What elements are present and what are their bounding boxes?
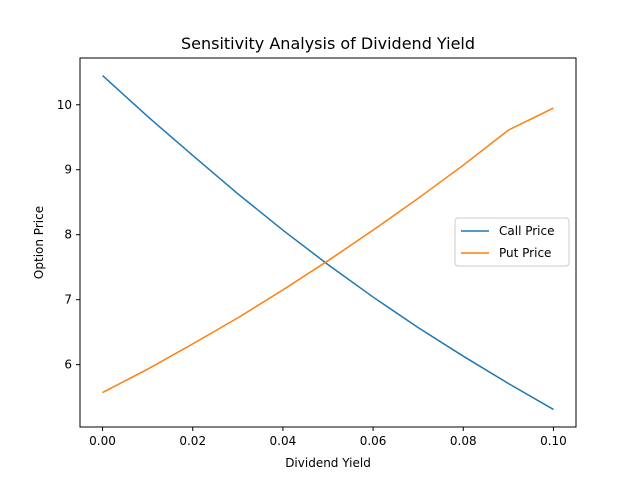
y-tick-label: 9 [64, 163, 72, 177]
x-axis-label: Dividend Yield [285, 456, 371, 470]
legend: Call Price Put Price [454, 217, 570, 267]
y-tick-label: 7 [64, 293, 72, 307]
y-tick-label: 10 [57, 98, 72, 112]
y-tick-label: 8 [64, 228, 72, 242]
y-tick-label: 6 [64, 358, 72, 372]
series-line-put-price [102, 107, 554, 394]
x-tick-label: 0.10 [540, 434, 567, 448]
chart-title: Sensitivity Analysis of Dividend Yield [181, 34, 475, 53]
legend-box [454, 217, 570, 267]
x-axis: 0.00 0.02 0.04 0.06 0.08 0.10 [89, 427, 567, 448]
x-tick-label: 0.02 [179, 434, 206, 448]
x-tick-label: 0.00 [89, 434, 116, 448]
y-axis-label: Option Price [32, 206, 46, 279]
plot-lines [102, 74, 554, 411]
legend-label-put-price: Put Price [499, 246, 551, 260]
x-tick-label: 0.08 [450, 434, 477, 448]
series-line-call-price [102, 74, 554, 411]
x-tick-label: 0.04 [270, 434, 297, 448]
x-tick-label: 0.06 [360, 434, 387, 448]
legend-label-call-price: Call Price [499, 224, 555, 238]
y-axis: 6 7 8 9 10 [57, 98, 80, 372]
